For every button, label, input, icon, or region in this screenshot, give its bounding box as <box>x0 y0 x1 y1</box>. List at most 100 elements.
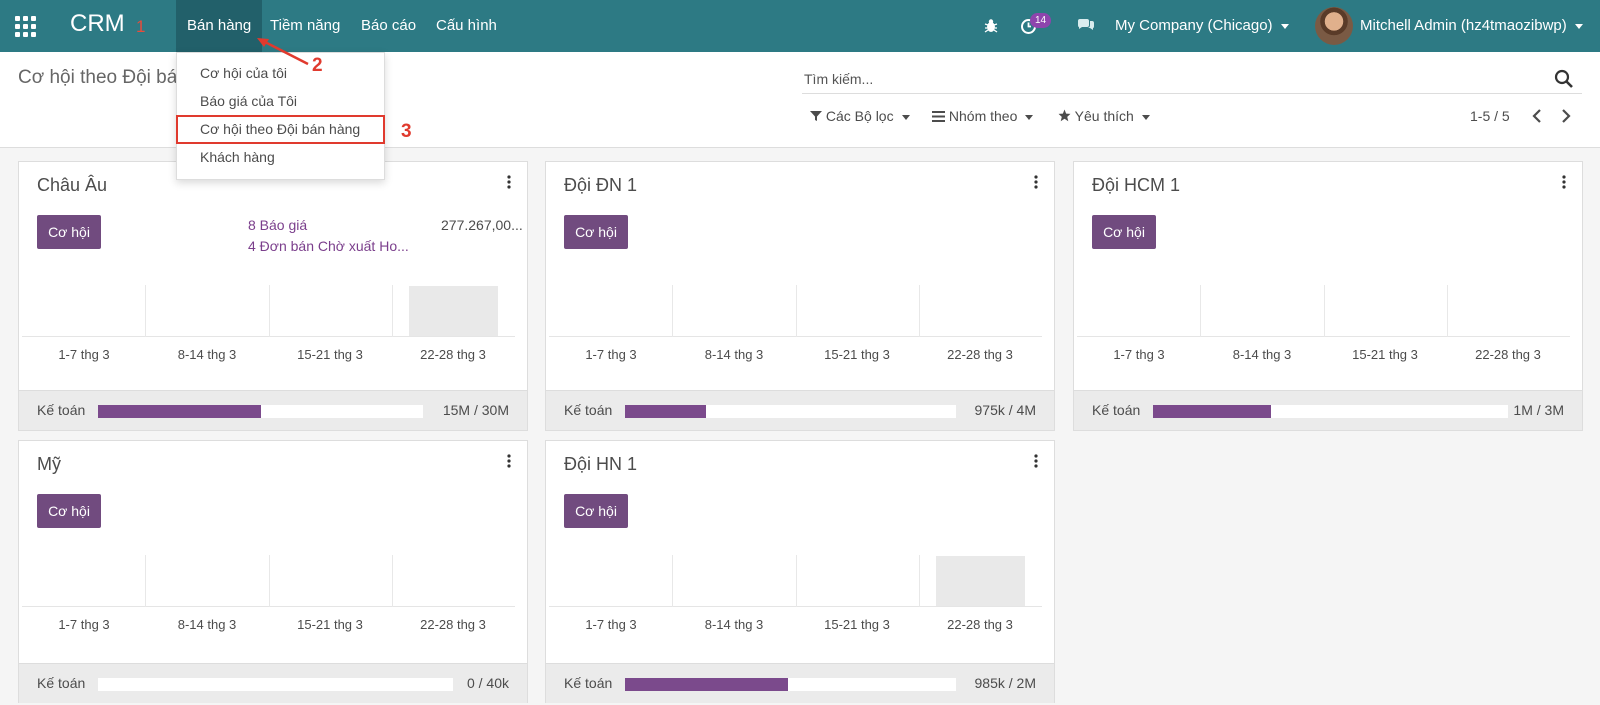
apps-menu-icon[interactable] <box>12 14 38 38</box>
invoicing-value: 0 / 40k <box>466 675 509 691</box>
invoicing-progress-bar[interactable] <box>98 405 423 418</box>
debug-bug-icon[interactable] <box>981 16 1001 36</box>
opportunities-button[interactable]: Cơ hội <box>564 215 628 249</box>
graph-area <box>549 285 1042 337</box>
card-options-dots-icon[interactable] <box>1032 174 1040 190</box>
week-label: 8-14 thg 3 <box>704 347 764 362</box>
annotation-1: 1 <box>136 17 146 36</box>
opportunities-button[interactable]: Cơ hội <box>1092 215 1156 249</box>
activity-count-badge: 14 <box>1030 13 1052 28</box>
team-card: Đội ĐN 1 Cơ hội 1-7 thg 3 8-14 thg 3 15-21 t… <box>545 161 1055 431</box>
user-avatar[interactable] <box>1315 7 1353 45</box>
company-switcher[interactable]: My Company (Chicago) <box>1115 0 1289 52</box>
invoicing-progress-bar[interactable] <box>1153 405 1508 418</box>
invoicing-progress-bar[interactable] <box>625 678 956 691</box>
menu-leads[interactable]: Tiềm năng <box>270 17 341 34</box>
week-label: 15-21 thg 3 <box>297 347 363 362</box>
card-title[interactable]: Mỹ <box>37 454 61 474</box>
annotation-2: 2 <box>312 55 323 76</box>
invoicing-progress-bar[interactable] <box>98 678 453 691</box>
graph-area <box>1077 285 1570 337</box>
menu-configuration[interactable]: Cấu hình <box>436 17 497 34</box>
card-title[interactable]: Đội HCM 1 <box>1092 175 1181 195</box>
group-by-button[interactable]: Nhóm theo <box>932 108 1034 124</box>
week-label: 22-28 thg 3 <box>420 347 486 362</box>
card-options-dots-icon[interactable] <box>505 174 513 190</box>
annotation-arrow <box>257 38 309 66</box>
opportunities-button[interactable]: Cơ hội <box>564 494 628 528</box>
week-label: 22-28 thg 3 <box>1475 347 1541 362</box>
opportunities-button[interactable]: Cơ hội <box>37 215 101 249</box>
week-label: 1-7 thg 3 <box>585 347 637 362</box>
dropdown-item-customers[interactable]: Khách hàng <box>200 149 275 165</box>
card-options-dots-icon[interactable] <box>1560 174 1568 190</box>
card-title[interactable]: Đội HN 1 <box>564 454 638 474</box>
card-title[interactable]: Châu Âu <box>37 175 108 195</box>
week-label: 15-21 thg 3 <box>824 347 890 362</box>
week-label: 1-7 thg 3 <box>58 617 110 632</box>
dropdown-item-my-pipeline[interactable]: Cơ hội của tôi <box>200 65 288 81</box>
graph-separator <box>919 555 920 607</box>
chevron-down-icon <box>1141 114 1150 120</box>
pager-next-icon[interactable] <box>1556 106 1576 126</box>
invoicing-value: 15M / 30M <box>442 402 509 418</box>
search-bar <box>802 66 1582 94</box>
app-brand[interactable]: CRM <box>70 10 125 37</box>
chevron-down-icon <box>1574 23 1583 29</box>
opportunities-button[interactable]: Cơ hội <box>37 494 101 528</box>
dropdown-item-my-quotations[interactable]: Báo giá của Tôi <box>200 93 298 109</box>
progress-fill <box>1153 405 1271 418</box>
chevron-down-icon <box>1025 114 1034 120</box>
invoicing-progress-bar[interactable] <box>625 405 956 418</box>
chevron-down-icon <box>1280 23 1289 29</box>
search-icon[interactable] <box>1554 69 1574 89</box>
team-card: Châu Âu Cơ hội 8 Báo giá 4 Đơn bán Chờ xuất… <box>18 161 528 431</box>
menu-sales[interactable]: Bán hàng <box>176 0 263 52</box>
week-label: 1-7 thg 3 <box>585 617 637 632</box>
graph-separator <box>672 555 673 607</box>
user-name: Mitchell Admin (hz4tmaozibwp) <box>1360 17 1567 34</box>
group-by-label: Nhóm theo <box>948 108 1018 124</box>
graph-bar <box>409 286 498 336</box>
card-link[interactable]: 8 Báo giá <box>248 217 308 233</box>
invoicing-value: 1M / 3M <box>1513 402 1564 418</box>
graph-separator <box>269 555 270 607</box>
card-options-dots-icon[interactable] <box>505 453 513 469</box>
invoicing-label: Kế toán <box>564 675 613 691</box>
card-options-dots-icon[interactable] <box>1032 453 1040 469</box>
week-label: 8-14 thg 3 <box>177 617 237 632</box>
graph-separator <box>796 285 797 337</box>
week-label: 22-28 thg 3 <box>947 347 1013 362</box>
invoicing-label: Kế toán <box>564 402 613 418</box>
graph-separator <box>1447 285 1448 337</box>
card-footer: Kế toán 0 / 40k <box>19 663 527 703</box>
user-menu[interactable]: Mitchell Admin (hz4tmaozibwp) <box>1360 0 1583 52</box>
search-input[interactable] <box>804 66 1524 92</box>
filter-funnel-icon <box>810 111 822 121</box>
graph-area <box>22 285 515 337</box>
messages-chat-icon[interactable] <box>1076 16 1096 36</box>
progress-fill <box>98 405 261 418</box>
graph-separator <box>1200 285 1201 337</box>
page-title: Cơ hội theo Đội bá <box>18 67 178 88</box>
pager-value: 1-5 / 5 <box>1470 108 1510 124</box>
star-icon <box>1058 109 1071 122</box>
pager-previous-icon[interactable] <box>1527 106 1547 126</box>
invoicing-value: 975k / 4M <box>974 402 1036 418</box>
card-link[interactable]: 4 Đơn bán Chờ xuất Ho... <box>248 238 409 254</box>
invoicing-value: 985k / 2M <box>974 675 1036 691</box>
progress-fill <box>625 678 788 691</box>
graph-separator <box>145 555 146 607</box>
menu-reporting[interactable]: Báo cáo <box>361 17 417 34</box>
card-title[interactable]: Đội ĐN 1 <box>564 175 638 195</box>
filters-button[interactable]: Các Bộ lọc <box>810 108 910 124</box>
week-label: 22-28 thg 3 <box>420 617 486 632</box>
favorites-label: Yêu thích <box>1074 108 1134 124</box>
dropdown-item-teams[interactable]: Cơ hội theo Đội bán hàng <box>200 121 361 137</box>
week-label: 15-21 thg 3 <box>297 617 363 632</box>
favorites-button[interactable]: Yêu thích <box>1058 108 1150 124</box>
top-navbar: CRM 1 Bán hàng Tiềm năng Báo cáo Cấu hìn… <box>0 0 1600 52</box>
card-footer: Kế toán 975k / 4M <box>546 390 1054 430</box>
card-footer: Kế toán 1M / 3M <box>1074 390 1582 430</box>
progress-fill <box>625 405 706 418</box>
